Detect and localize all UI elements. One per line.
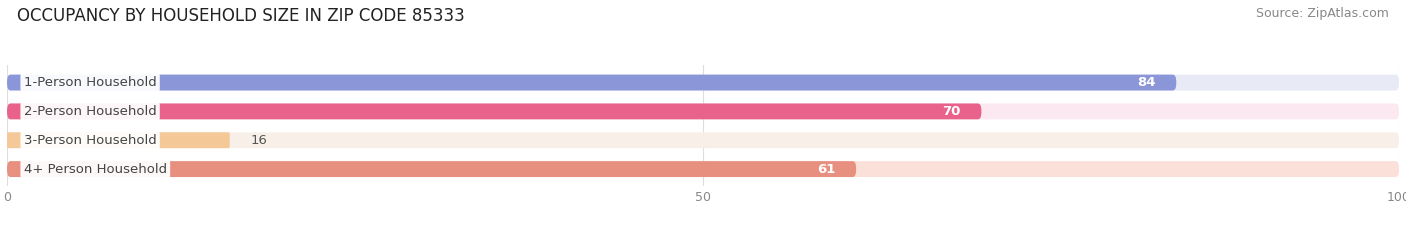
FancyBboxPatch shape: [7, 103, 1399, 119]
FancyBboxPatch shape: [7, 75, 1399, 90]
Text: 4+ Person Household: 4+ Person Household: [24, 163, 167, 176]
Text: 16: 16: [250, 134, 267, 147]
Text: 1-Person Household: 1-Person Household: [24, 76, 156, 89]
FancyBboxPatch shape: [7, 132, 1399, 148]
FancyBboxPatch shape: [7, 132, 229, 148]
Text: 84: 84: [1137, 76, 1156, 89]
Text: 61: 61: [817, 163, 835, 176]
Text: 2-Person Household: 2-Person Household: [24, 105, 156, 118]
FancyBboxPatch shape: [7, 75, 1177, 90]
Text: Source: ZipAtlas.com: Source: ZipAtlas.com: [1256, 7, 1389, 20]
FancyBboxPatch shape: [7, 161, 1399, 177]
FancyBboxPatch shape: [7, 103, 981, 119]
Text: 3-Person Household: 3-Person Household: [24, 134, 156, 147]
FancyBboxPatch shape: [7, 161, 856, 177]
Text: OCCUPANCY BY HOUSEHOLD SIZE IN ZIP CODE 85333: OCCUPANCY BY HOUSEHOLD SIZE IN ZIP CODE …: [17, 7, 464, 25]
Text: 70: 70: [942, 105, 960, 118]
